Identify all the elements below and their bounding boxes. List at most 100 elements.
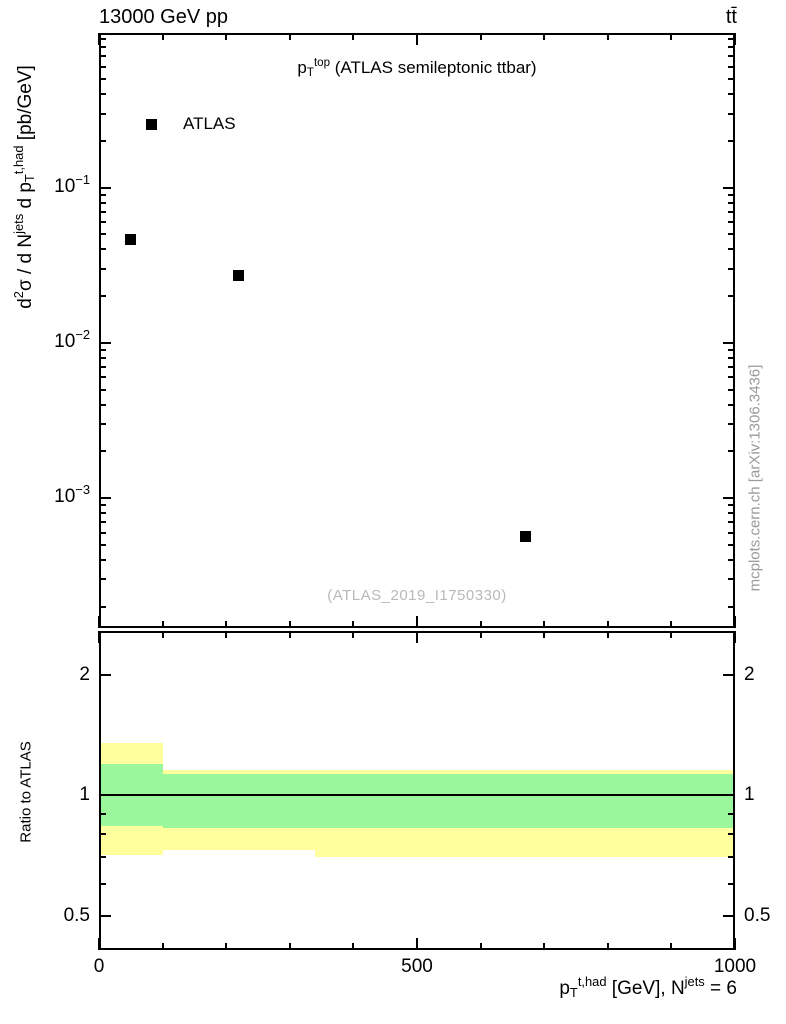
y-tick [728, 833, 735, 836]
process-label: tt̄ [725, 6, 737, 28]
y-tick [99, 882, 106, 885]
y-tick [99, 578, 106, 581]
y-tick [728, 248, 735, 251]
ratio-plot-frame [99, 631, 735, 950]
x-tick [670, 943, 673, 950]
y-tick [728, 349, 735, 352]
text-run: top [313, 57, 330, 70]
x-tick [225, 631, 228, 638]
main-plot-frame [99, 33, 735, 628]
y-tick [99, 248, 106, 251]
x-tick [225, 621, 228, 628]
y-tick [728, 423, 735, 426]
y-tick [99, 295, 106, 298]
y-tick [99, 233, 106, 236]
y-tick [728, 578, 735, 581]
x-tick [161, 33, 164, 40]
y-tick [99, 403, 106, 406]
y-tick-label: 1 [79, 784, 90, 806]
atlas-square-marker-icon [146, 118, 157, 130]
data-point-marker [519, 530, 531, 542]
x-tick [734, 616, 736, 628]
y-tick [99, 512, 106, 515]
y-tick [99, 531, 106, 534]
y-tick [99, 46, 106, 49]
x-tick [734, 938, 736, 950]
legend-label-atlas: ATLAS [183, 114, 236, 133]
y-tick-label: 0.5 [63, 904, 90, 926]
text-run: p [297, 58, 307, 77]
x-tick [479, 33, 482, 40]
x-tick [352, 943, 355, 950]
y-tick [728, 65, 735, 68]
tick-label-exponent: −1 [75, 171, 90, 187]
x-tick [543, 621, 546, 628]
analysis-id-watermark: (ATLAS_2019_I1750330) [327, 587, 507, 604]
y-tick [728, 403, 735, 406]
x-tick [606, 33, 609, 40]
x-tick [352, 621, 355, 628]
x-tick [543, 33, 546, 40]
y-tick [728, 812, 735, 815]
x-tick [352, 631, 355, 638]
y-tick-label: 10−2 [54, 327, 90, 353]
y-tick [728, 93, 735, 96]
data-point-marker [233, 270, 245, 282]
y-tick-label: 10−3 [54, 482, 90, 508]
x-tick [479, 631, 482, 638]
x-tick [416, 616, 418, 628]
y-tick [99, 365, 106, 368]
y-tick-label: 2 [79, 664, 90, 686]
tick-label-exponent: −3 [75, 482, 90, 498]
text-run: T [569, 985, 578, 1001]
x-tick [161, 631, 164, 638]
y-tick [723, 186, 735, 189]
y-tick [723, 914, 735, 917]
y-tick-label: 0.5 [744, 904, 771, 926]
y-tick [728, 531, 735, 534]
x-tick-label: 500 [401, 956, 433, 977]
y-tick [728, 856, 735, 859]
y-tick [99, 349, 106, 352]
y-tick [723, 674, 735, 677]
y-tick [99, 833, 106, 836]
x-tick-label: 0 [93, 956, 105, 977]
x-tick [670, 33, 673, 40]
x-tick [543, 943, 546, 950]
y-tick [728, 512, 735, 515]
y-tick [99, 521, 106, 524]
data-point-marker [125, 234, 137, 246]
y-tick [99, 93, 106, 96]
y-tick-label: 2 [744, 664, 755, 686]
y-tick [99, 674, 111, 677]
y-tick [728, 139, 735, 142]
y-tick [728, 193, 735, 196]
y-tick [728, 221, 735, 224]
x-tick [670, 631, 673, 638]
y-tick [728, 450, 735, 453]
text-run: [GeV], N [606, 978, 685, 999]
y-tick [728, 521, 735, 524]
y-tick [728, 543, 735, 546]
x-axis-title: pTt,had [GeV], Njets = 6 [559, 974, 737, 1001]
y-tick [99, 497, 111, 500]
y-tick-label: 1 [744, 784, 755, 806]
y-tick [99, 112, 106, 115]
y-tick [723, 497, 735, 500]
y-tick [723, 341, 735, 344]
y-tick [99, 139, 106, 142]
x-tick [161, 943, 164, 950]
y-tick [99, 65, 106, 68]
x-tick [416, 938, 418, 950]
x-tick [734, 33, 736, 45]
uncertainty-band-inner [162, 774, 316, 828]
x-tick [479, 621, 482, 628]
x-tick [606, 621, 609, 628]
x-tick [734, 631, 736, 643]
y-tick [99, 201, 106, 204]
x-tick-label: 1000 [713, 956, 757, 977]
y-tick [99, 376, 106, 379]
